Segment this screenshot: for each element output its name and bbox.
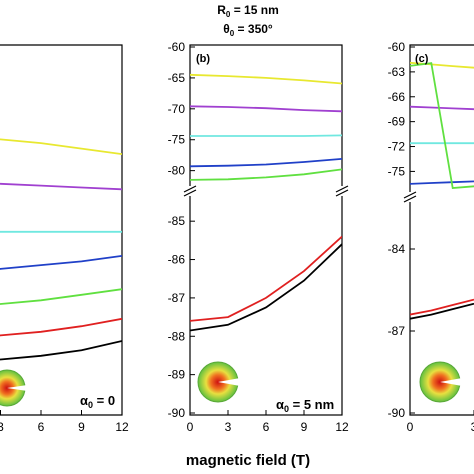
panel-a-annotation: α0 = 0 — [80, 393, 115, 410]
y-tick-label: -60 — [168, 40, 186, 54]
series-line — [190, 243, 342, 332]
panel-c-axis-break-left — [403, 191, 417, 203]
x-tick-label: 6 — [38, 420, 45, 434]
y-tick-label: -86 — [168, 253, 186, 267]
panel-b: -60 -65 -70 -75 -80 -85 -86 -87 -88 -89 -90 0 3 6 9 12… — [168, 40, 349, 434]
series-line — [0, 138, 122, 155]
header-angle: θ0 = 350° — [223, 22, 273, 38]
x-tick-label: 9 — [301, 420, 308, 434]
panel-b-yticks: -60 -65 -70 -75 -80 -85 -86 -87 -88 -89 -90 — [168, 40, 195, 420]
y-tick-label: -72 — [388, 140, 406, 154]
x-tick-label: 0 — [407, 420, 414, 434]
panel-b-frame — [189, 44, 343, 416]
series-line — [190, 105, 342, 113]
panel-c-frame — [409, 44, 474, 416]
y-tick-label: -87 — [168, 291, 186, 305]
x-tick-label: 3 — [0, 420, 4, 434]
panel-b-annotation: α0 = 5 nm — [276, 397, 334, 414]
header-radius: R0 = 15 nm — [217, 3, 278, 19]
x-tick-label: 12 — [335, 420, 349, 434]
series-line — [410, 105, 474, 111]
panel-b-axis-break-left — [183, 185, 197, 197]
panel-c-yticks: -60 -63 -66 -69 -72 -75 -84 -87 -90 — [388, 40, 415, 420]
panel-a-inset-icon — [0, 369, 34, 407]
panel-c-xticks: 03 — [407, 410, 474, 434]
y-tick-label: -63 — [388, 65, 406, 79]
series-line — [410, 302, 474, 320]
series-line — [190, 235, 342, 322]
panel-c-series — [410, 61, 474, 320]
series-line — [0, 317, 122, 337]
panel-b-label: (b) — [196, 53, 210, 65]
panel-c-inset-icon — [419, 361, 462, 403]
y-tick-label: -87 — [388, 324, 406, 338]
x-axis-label: magnetic field (T) — [186, 452, 310, 469]
y-tick-label: -89 — [168, 368, 186, 382]
y-tick-label: -88 — [168, 329, 186, 343]
x-tick-label: 3 — [471, 420, 474, 434]
series-line — [0, 288, 122, 305]
series-line — [0, 255, 122, 270]
y-tick-label: -75 — [388, 164, 406, 178]
x-tick-label: 12 — [115, 420, 129, 434]
panel-b-series — [190, 73, 342, 332]
panel-b-xticks: 0 3 6 9 12 — [187, 410, 349, 434]
series-line — [410, 62, 474, 189]
series-line — [190, 73, 342, 85]
y-tick-label: -85 — [168, 214, 186, 228]
series-line — [410, 180, 474, 185]
y-tick-label: -80 — [168, 164, 186, 178]
y-tick-label: -90 — [388, 406, 406, 420]
panel-c: -60-63-66-69-72-75-84-87-90 03 (c) — [388, 40, 474, 434]
series-line — [0, 182, 122, 191]
panel-a: 3 6 9 12 α0 = 0 — [0, 44, 129, 434]
series-line — [190, 168, 342, 181]
series-line — [0, 340, 122, 361]
y-tick-label: -84 — [388, 242, 406, 256]
y-tick-label: -90 — [168, 406, 186, 420]
panel-c-label: (c) — [415, 53, 429, 65]
y-tick-label: -60 — [388, 40, 406, 54]
panel-a-xticks: 3 6 9 12 — [0, 410, 129, 434]
panel-b-inset-icon — [197, 361, 240, 403]
panel-b-axis-break-right — [335, 185, 349, 197]
x-tick-label: 0 — [187, 420, 194, 434]
y-tick-label: -69 — [388, 115, 406, 129]
series-line — [190, 134, 342, 137]
panel-a-frame — [0, 44, 123, 416]
series-line — [190, 158, 342, 168]
y-tick-label: -70 — [168, 102, 186, 116]
y-tick-label: -66 — [388, 90, 406, 104]
x-tick-label: 9 — [78, 420, 85, 434]
x-tick-label: 3 — [225, 420, 232, 434]
y-tick-label: -65 — [168, 71, 186, 85]
x-tick-label: 6 — [263, 420, 270, 434]
y-tick-label: -75 — [168, 133, 186, 147]
series-line — [410, 298, 474, 316]
panel-a-series — [0, 138, 122, 361]
